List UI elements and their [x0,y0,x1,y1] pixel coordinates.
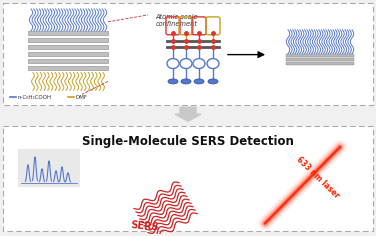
FancyBboxPatch shape [286,58,354,61]
FancyBboxPatch shape [28,45,108,49]
Text: DMF: DMF [76,95,88,100]
FancyBboxPatch shape [28,31,108,35]
FancyBboxPatch shape [28,66,108,70]
FancyBboxPatch shape [3,126,373,231]
Text: Single-Molecule SERS Detection: Single-Molecule SERS Detection [82,135,294,148]
Ellipse shape [208,79,218,84]
FancyArrow shape [175,107,201,121]
Ellipse shape [168,79,178,84]
Text: SERS: SERS [130,220,159,233]
Ellipse shape [181,79,191,84]
FancyBboxPatch shape [18,149,80,187]
Ellipse shape [194,79,204,84]
FancyBboxPatch shape [3,3,373,105]
FancyBboxPatch shape [28,38,108,42]
Text: n-C₆H₃COOH: n-C₆H₃COOH [18,95,52,100]
Text: 633 nm laser: 633 nm laser [294,155,341,200]
Text: Atomic-scale
confinement: Atomic-scale confinement [156,14,198,27]
FancyBboxPatch shape [28,59,108,63]
FancyBboxPatch shape [286,54,354,57]
FancyBboxPatch shape [28,52,108,56]
FancyBboxPatch shape [286,62,354,64]
